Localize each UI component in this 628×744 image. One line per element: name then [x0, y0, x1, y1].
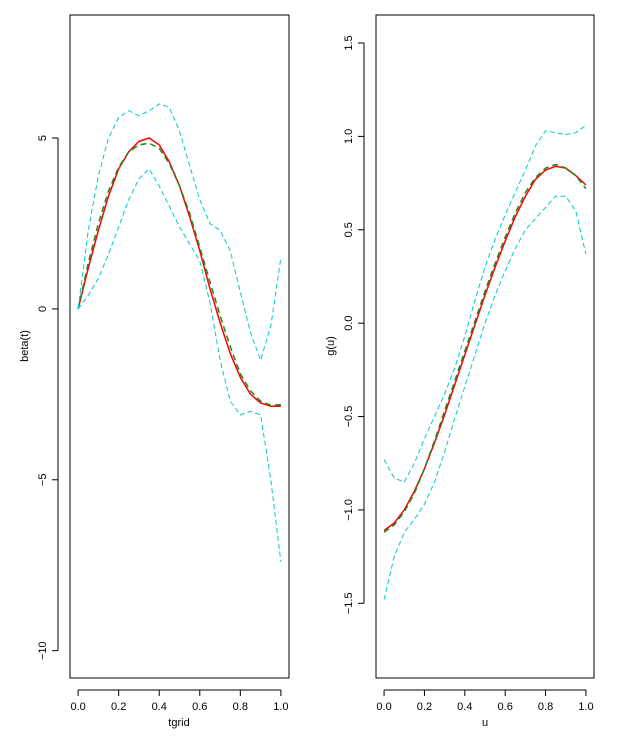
- y-tick-label-beta: 5: [37, 135, 49, 141]
- x-axis-beta: 0.0 0.2 0.4 0.6 0.8 1.0: [70, 689, 289, 713]
- x-tick-label-beta: 0.8: [233, 701, 248, 713]
- plot-frame-g: [375, 14, 595, 679]
- panel-g: 0.0 0.2 0.4 0.6 0.8 1.0 −1.5 −1.0 −0.5 0.0 0.5 1.0…: [325, 14, 595, 729]
- series-line-upper-band-g: [383, 124, 587, 483]
- y-tick-label-g: 1.5: [343, 35, 355, 50]
- y-tick-label-g: −1.0: [343, 499, 355, 521]
- x-axis-title-beta: tgrid: [168, 717, 189, 729]
- series-layer-g: [383, 124, 587, 600]
- y-tick-label-g: −1.5: [343, 592, 355, 614]
- series-line-lower-band-g: [383, 195, 587, 600]
- series-layer-beta: [77, 103, 282, 562]
- series-line-estimate-beta: [77, 142, 281, 407]
- panel-beta: 0.0 0.2 0.4 0.6 0.8 1.0 −10 −5 0 5 tgrid beta(t): [19, 14, 290, 729]
- x-tick-label-beta: 0.4: [152, 701, 167, 713]
- x-tick-label-g: 0.0: [376, 701, 391, 713]
- y-tick-label-g: 1.0: [343, 129, 355, 144]
- plot-frame-beta: [69, 14, 290, 679]
- series-line-true-g: [383, 165, 587, 532]
- x-tick-label-beta: 1.0: [273, 701, 288, 713]
- x-tick-label-g: 0.4: [457, 701, 472, 713]
- x-tick-label-g: 1.0: [578, 701, 593, 713]
- x-tick-label-g: 0.8: [538, 701, 553, 713]
- y-tick-label-beta: 0: [37, 306, 49, 312]
- series-line-lower-band-beta: [77, 167, 282, 562]
- x-tick-label-beta: 0.0: [70, 701, 85, 713]
- y-tick-label-g: 0.5: [343, 222, 355, 237]
- y-tick-label-g: −0.5: [343, 406, 355, 428]
- x-tick-label-beta: 0.2: [111, 701, 126, 713]
- y-tick-label-g: 0.0: [343, 316, 355, 331]
- series-line-estimate-g: [383, 163, 587, 533]
- y-tick-label-beta: −5: [37, 474, 49, 487]
- x-tick-label-g: 0.6: [498, 701, 513, 713]
- y-axis-title-beta: beta(t): [19, 330, 31, 362]
- y-tick-label-beta: −10: [37, 641, 49, 660]
- x-axis-title-g: u: [482, 717, 488, 729]
- x-tick-label-g: 0.2: [417, 701, 432, 713]
- series-line-true-beta: [77, 137, 281, 408]
- x-axis-g: 0.0 0.2 0.4 0.6 0.8 1.0: [376, 689, 594, 713]
- y-axis-beta: −10 −5 0 5: [37, 135, 59, 660]
- y-axis-g: −1.5 −1.0 −0.5 0.0 0.5 1.0 1.5: [343, 35, 365, 614]
- y-axis-title-g: g(u): [325, 336, 337, 356]
- x-tick-label-beta: 0.6: [192, 701, 207, 713]
- series-line-upper-band-beta: [77, 103, 282, 362]
